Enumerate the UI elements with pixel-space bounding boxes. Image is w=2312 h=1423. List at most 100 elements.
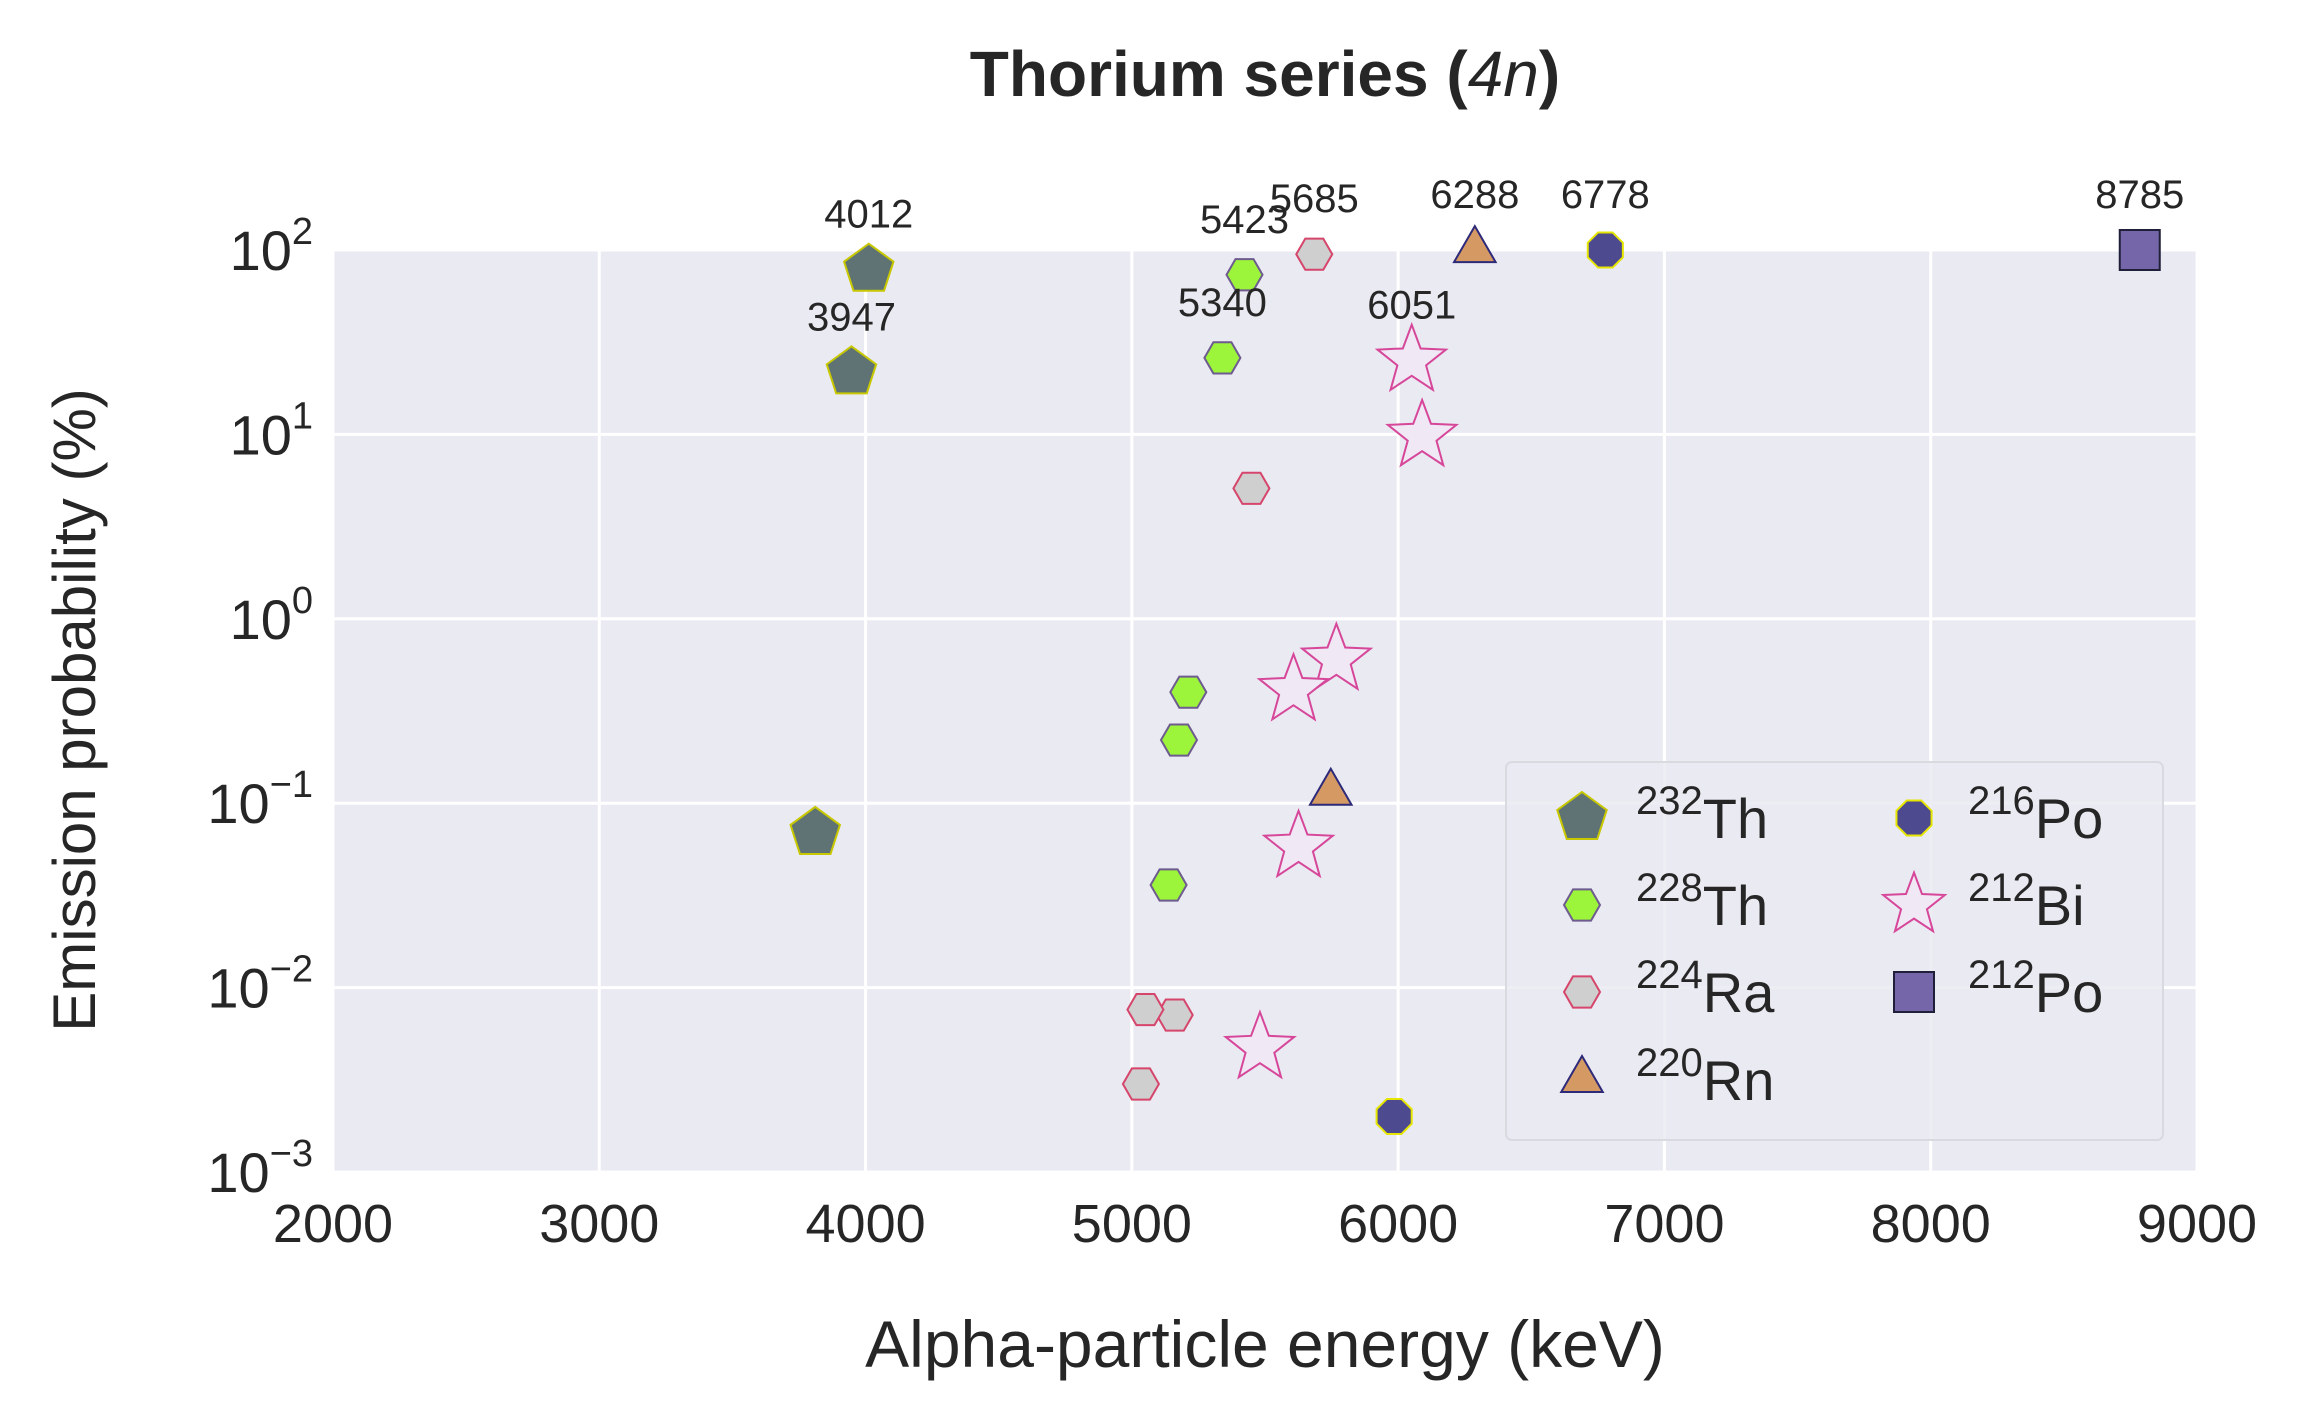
x-tick-label: 8000 bbox=[1871, 1194, 1991, 1254]
legend-marker-212po bbox=[1893, 971, 1935, 1013]
y-tick-label: 10−3 bbox=[207, 1133, 313, 1204]
y-tick-exponent: −2 bbox=[270, 949, 313, 991]
marker-228th bbox=[1149, 868, 1188, 902]
legend-element: Bi bbox=[2035, 874, 2085, 937]
point-annotations: 4012 3947 5423 5340 5685 6051 6288 6778 8785 bbox=[807, 173, 2184, 339]
y-tick-label: 100 bbox=[230, 580, 313, 651]
legend-mass: 224 bbox=[1636, 953, 1703, 997]
x-tick-label: 2000 bbox=[273, 1194, 393, 1254]
legend-element: Ra bbox=[1703, 961, 1775, 1024]
legend-label: 212Bi bbox=[1968, 866, 2085, 937]
x-tick-label: 3000 bbox=[539, 1194, 659, 1254]
marker-212bi bbox=[1222, 1009, 1297, 1080]
legend-element: Po bbox=[2035, 961, 2104, 1024]
point-label: 5685 bbox=[1270, 177, 1359, 221]
legend-marker-224ra bbox=[1562, 975, 1602, 1009]
legend-label: 224Ra bbox=[1636, 953, 1775, 1024]
y-tick-label: 102 bbox=[230, 211, 313, 282]
marker-216po bbox=[1586, 231, 1624, 269]
legend-element: Rn bbox=[1703, 1049, 1775, 1112]
marker-228th bbox=[1225, 258, 1264, 292]
legend-mass: 232 bbox=[1636, 779, 1703, 823]
point-label: 6778 bbox=[1561, 173, 1650, 217]
point-label: 4012 bbox=[824, 193, 913, 237]
marker-216po bbox=[1375, 1097, 1413, 1136]
y-tick-label: 10−2 bbox=[207, 949, 313, 1020]
chart-title-close: ) bbox=[1539, 38, 1560, 110]
legend-label: 212Po bbox=[1968, 953, 2103, 1024]
legend-marker-212bi bbox=[1880, 869, 1948, 934]
marker-232th bbox=[789, 805, 842, 855]
y-tick-exponent: 2 bbox=[292, 211, 313, 253]
chart-title-main: Thorium series ( bbox=[970, 38, 1469, 110]
legend-mass: 212 bbox=[1968, 866, 2035, 910]
marker-224ra bbox=[1295, 237, 1334, 271]
legend-mass: 228 bbox=[1636, 866, 1703, 910]
marker-212bi bbox=[1299, 620, 1374, 692]
legend-element: Po bbox=[2035, 787, 2104, 850]
legend-box bbox=[1505, 761, 2164, 1141]
point-label: 3947 bbox=[807, 295, 896, 339]
y-tick-base: 10 bbox=[230, 403, 292, 466]
marker-220rn bbox=[1308, 766, 1354, 806]
legend-element: Th bbox=[1703, 874, 1768, 937]
y-tick-exponent: 1 bbox=[292, 395, 313, 437]
x-tick-label: 9000 bbox=[2137, 1194, 2257, 1254]
marker-232th bbox=[825, 345, 878, 395]
legend-marker-228th bbox=[1562, 888, 1602, 922]
legend-label: 220Rn bbox=[1636, 1041, 1774, 1112]
legend-marker-232th bbox=[1556, 790, 1608, 841]
y-tick-base: 10 bbox=[207, 772, 269, 835]
x-axis-label: Alpha-particle energy (keV) bbox=[865, 1307, 1665, 1381]
x-tick-label: 5000 bbox=[1072, 1194, 1192, 1254]
x-tick-label: 7000 bbox=[1604, 1194, 1724, 1254]
x-tick-label: 4000 bbox=[806, 1194, 926, 1254]
legend-label: 216Po bbox=[1968, 779, 2103, 850]
y-tick-base: 10 bbox=[207, 1141, 269, 1204]
y-tick-label: 101 bbox=[230, 395, 313, 466]
point-label: 6051 bbox=[1367, 284, 1456, 328]
point-label: 5423 bbox=[1200, 198, 1289, 242]
marker-224ra bbox=[1126, 992, 1165, 1027]
marker-212po bbox=[2118, 229, 2161, 271]
point-label: 8785 bbox=[2095, 173, 2184, 217]
legend-label: 228Th bbox=[1636, 866, 1768, 937]
y-tick-exponent: −3 bbox=[270, 1133, 313, 1175]
point-label: 6288 bbox=[1430, 173, 1519, 217]
marker-224ra bbox=[1155, 998, 1194, 1032]
chart-title: Thorium series (4n) bbox=[970, 38, 1560, 110]
x-tick-label: 6000 bbox=[1338, 1194, 1458, 1254]
y-tick-exponent: 0 bbox=[292, 580, 313, 622]
data-markers bbox=[789, 224, 2161, 1136]
legend-marker-220rn bbox=[1559, 1053, 1605, 1093]
y-tick-label: 10−1 bbox=[207, 764, 313, 835]
point-label: 5340 bbox=[1178, 281, 1267, 325]
y-tick-exponent: −1 bbox=[270, 764, 313, 806]
marker-232th bbox=[842, 242, 895, 292]
marker-220rn bbox=[1452, 224, 1498, 264]
legend-mass: 216 bbox=[1968, 779, 2035, 823]
y-axis-label: Emission probability (%) bbox=[41, 388, 108, 1032]
marker-212bi bbox=[1261, 807, 1336, 879]
marker-228th bbox=[1203, 341, 1242, 375]
marker-212bi bbox=[1385, 397, 1460, 468]
legend-element: Th bbox=[1703, 787, 1768, 850]
y-tick-base: 10 bbox=[207, 957, 269, 1020]
marker-224ra bbox=[1232, 471, 1271, 505]
marker-212bi bbox=[1374, 321, 1449, 393]
legend-marker-216po bbox=[1895, 799, 1933, 837]
legend-label: 232Th bbox=[1636, 779, 1768, 850]
legend-mass: 220 bbox=[1636, 1041, 1703, 1085]
legend-mass: 212 bbox=[1968, 953, 2035, 997]
x-tick-labels: 2000 3000 4000 5000 6000 7000 8000 9000 bbox=[273, 1194, 2257, 1254]
marker-228th bbox=[1169, 675, 1208, 709]
marker-212bi bbox=[1256, 651, 1331, 722]
marker-224ra bbox=[1121, 1067, 1161, 1101]
chart-title-italic: 4n bbox=[1468, 38, 1539, 110]
marker-228th bbox=[1159, 723, 1199, 757]
y-tick-base: 10 bbox=[230, 588, 292, 651]
y-tick-base: 10 bbox=[230, 219, 292, 282]
